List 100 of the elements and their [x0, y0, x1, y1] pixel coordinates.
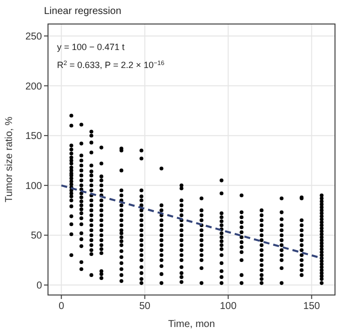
point	[69, 114, 74, 118]
point	[240, 235, 244, 240]
point	[79, 142, 84, 146]
y-axis-title: Tumor size ratio, %	[4, 116, 15, 202]
point	[280, 223, 284, 228]
x-tick-label: 0	[58, 301, 65, 312]
point	[260, 253, 264, 258]
point	[240, 210, 244, 214]
point	[220, 219, 224, 224]
point	[120, 203, 124, 208]
point	[120, 218, 124, 222]
point	[140, 238, 144, 242]
point	[140, 248, 144, 252]
point	[69, 144, 74, 148]
point	[89, 238, 94, 242]
point	[99, 251, 104, 256]
point	[220, 211, 224, 216]
y-tick-label: 0	[36, 280, 42, 292]
point	[260, 268, 264, 272]
point	[200, 243, 204, 248]
x-tick-label: 150	[303, 301, 320, 312]
point	[99, 174, 104, 178]
point	[89, 218, 94, 222]
point	[79, 211, 84, 216]
point	[300, 233, 304, 238]
point	[200, 196, 204, 200]
point	[320, 238, 324, 242]
point	[79, 231, 84, 236]
y-tick-label: 100	[25, 180, 42, 192]
point	[140, 148, 144, 152]
point	[260, 258, 264, 262]
point	[280, 233, 284, 238]
point	[320, 281, 324, 285]
point	[120, 267, 124, 271]
point	[280, 210, 284, 214]
chart-title: Linear regression	[44, 6, 122, 17]
point	[240, 240, 244, 244]
point	[260, 243, 264, 248]
point	[160, 166, 164, 170]
point	[140, 243, 144, 248]
point	[99, 146, 104, 150]
point	[89, 174, 94, 178]
point	[160, 248, 164, 252]
point	[120, 235, 124, 240]
point	[300, 238, 304, 242]
x-axis-title: Time, mon	[168, 319, 215, 330]
point	[220, 275, 224, 279]
point	[180, 243, 184, 248]
point	[200, 233, 204, 238]
point	[79, 195, 84, 200]
point	[69, 162, 74, 166]
point	[180, 223, 184, 228]
point	[79, 216, 84, 220]
point	[220, 281, 224, 285]
point	[160, 218, 164, 222]
point	[240, 273, 244, 277]
point	[260, 223, 264, 228]
point	[280, 266, 284, 270]
point	[140, 208, 144, 212]
point	[200, 253, 204, 258]
point	[140, 188, 144, 192]
point	[79, 222, 84, 226]
point	[240, 230, 244, 234]
point	[89, 150, 94, 154]
point	[180, 275, 184, 279]
point	[99, 238, 104, 242]
point	[240, 258, 244, 262]
point	[140, 198, 144, 202]
point	[180, 208, 184, 212]
point	[69, 152, 74, 156]
point	[200, 281, 204, 285]
point	[220, 223, 224, 228]
point	[260, 263, 264, 268]
point	[69, 222, 74, 226]
y-tick-label: 250	[25, 31, 42, 42]
point	[120, 208, 124, 212]
point	[220, 261, 224, 266]
point	[79, 178, 84, 182]
point	[120, 273, 124, 277]
point	[280, 248, 284, 252]
point	[120, 228, 124, 232]
point	[260, 208, 264, 212]
point	[200, 228, 204, 232]
point	[99, 184, 104, 188]
point	[140, 203, 144, 208]
point	[79, 154, 84, 158]
point	[69, 232, 74, 236]
point	[320, 250, 324, 254]
point	[120, 213, 124, 218]
point	[220, 191, 224, 196]
point	[79, 203, 84, 208]
point	[140, 223, 144, 228]
point	[89, 233, 94, 238]
point	[260, 233, 264, 238]
point	[79, 168, 84, 172]
point	[220, 243, 224, 248]
point	[280, 228, 284, 232]
x-tick-label: 100	[220, 301, 237, 312]
point	[300, 223, 304, 228]
annotation: y = 100 − 0.471 t	[57, 42, 126, 52]
